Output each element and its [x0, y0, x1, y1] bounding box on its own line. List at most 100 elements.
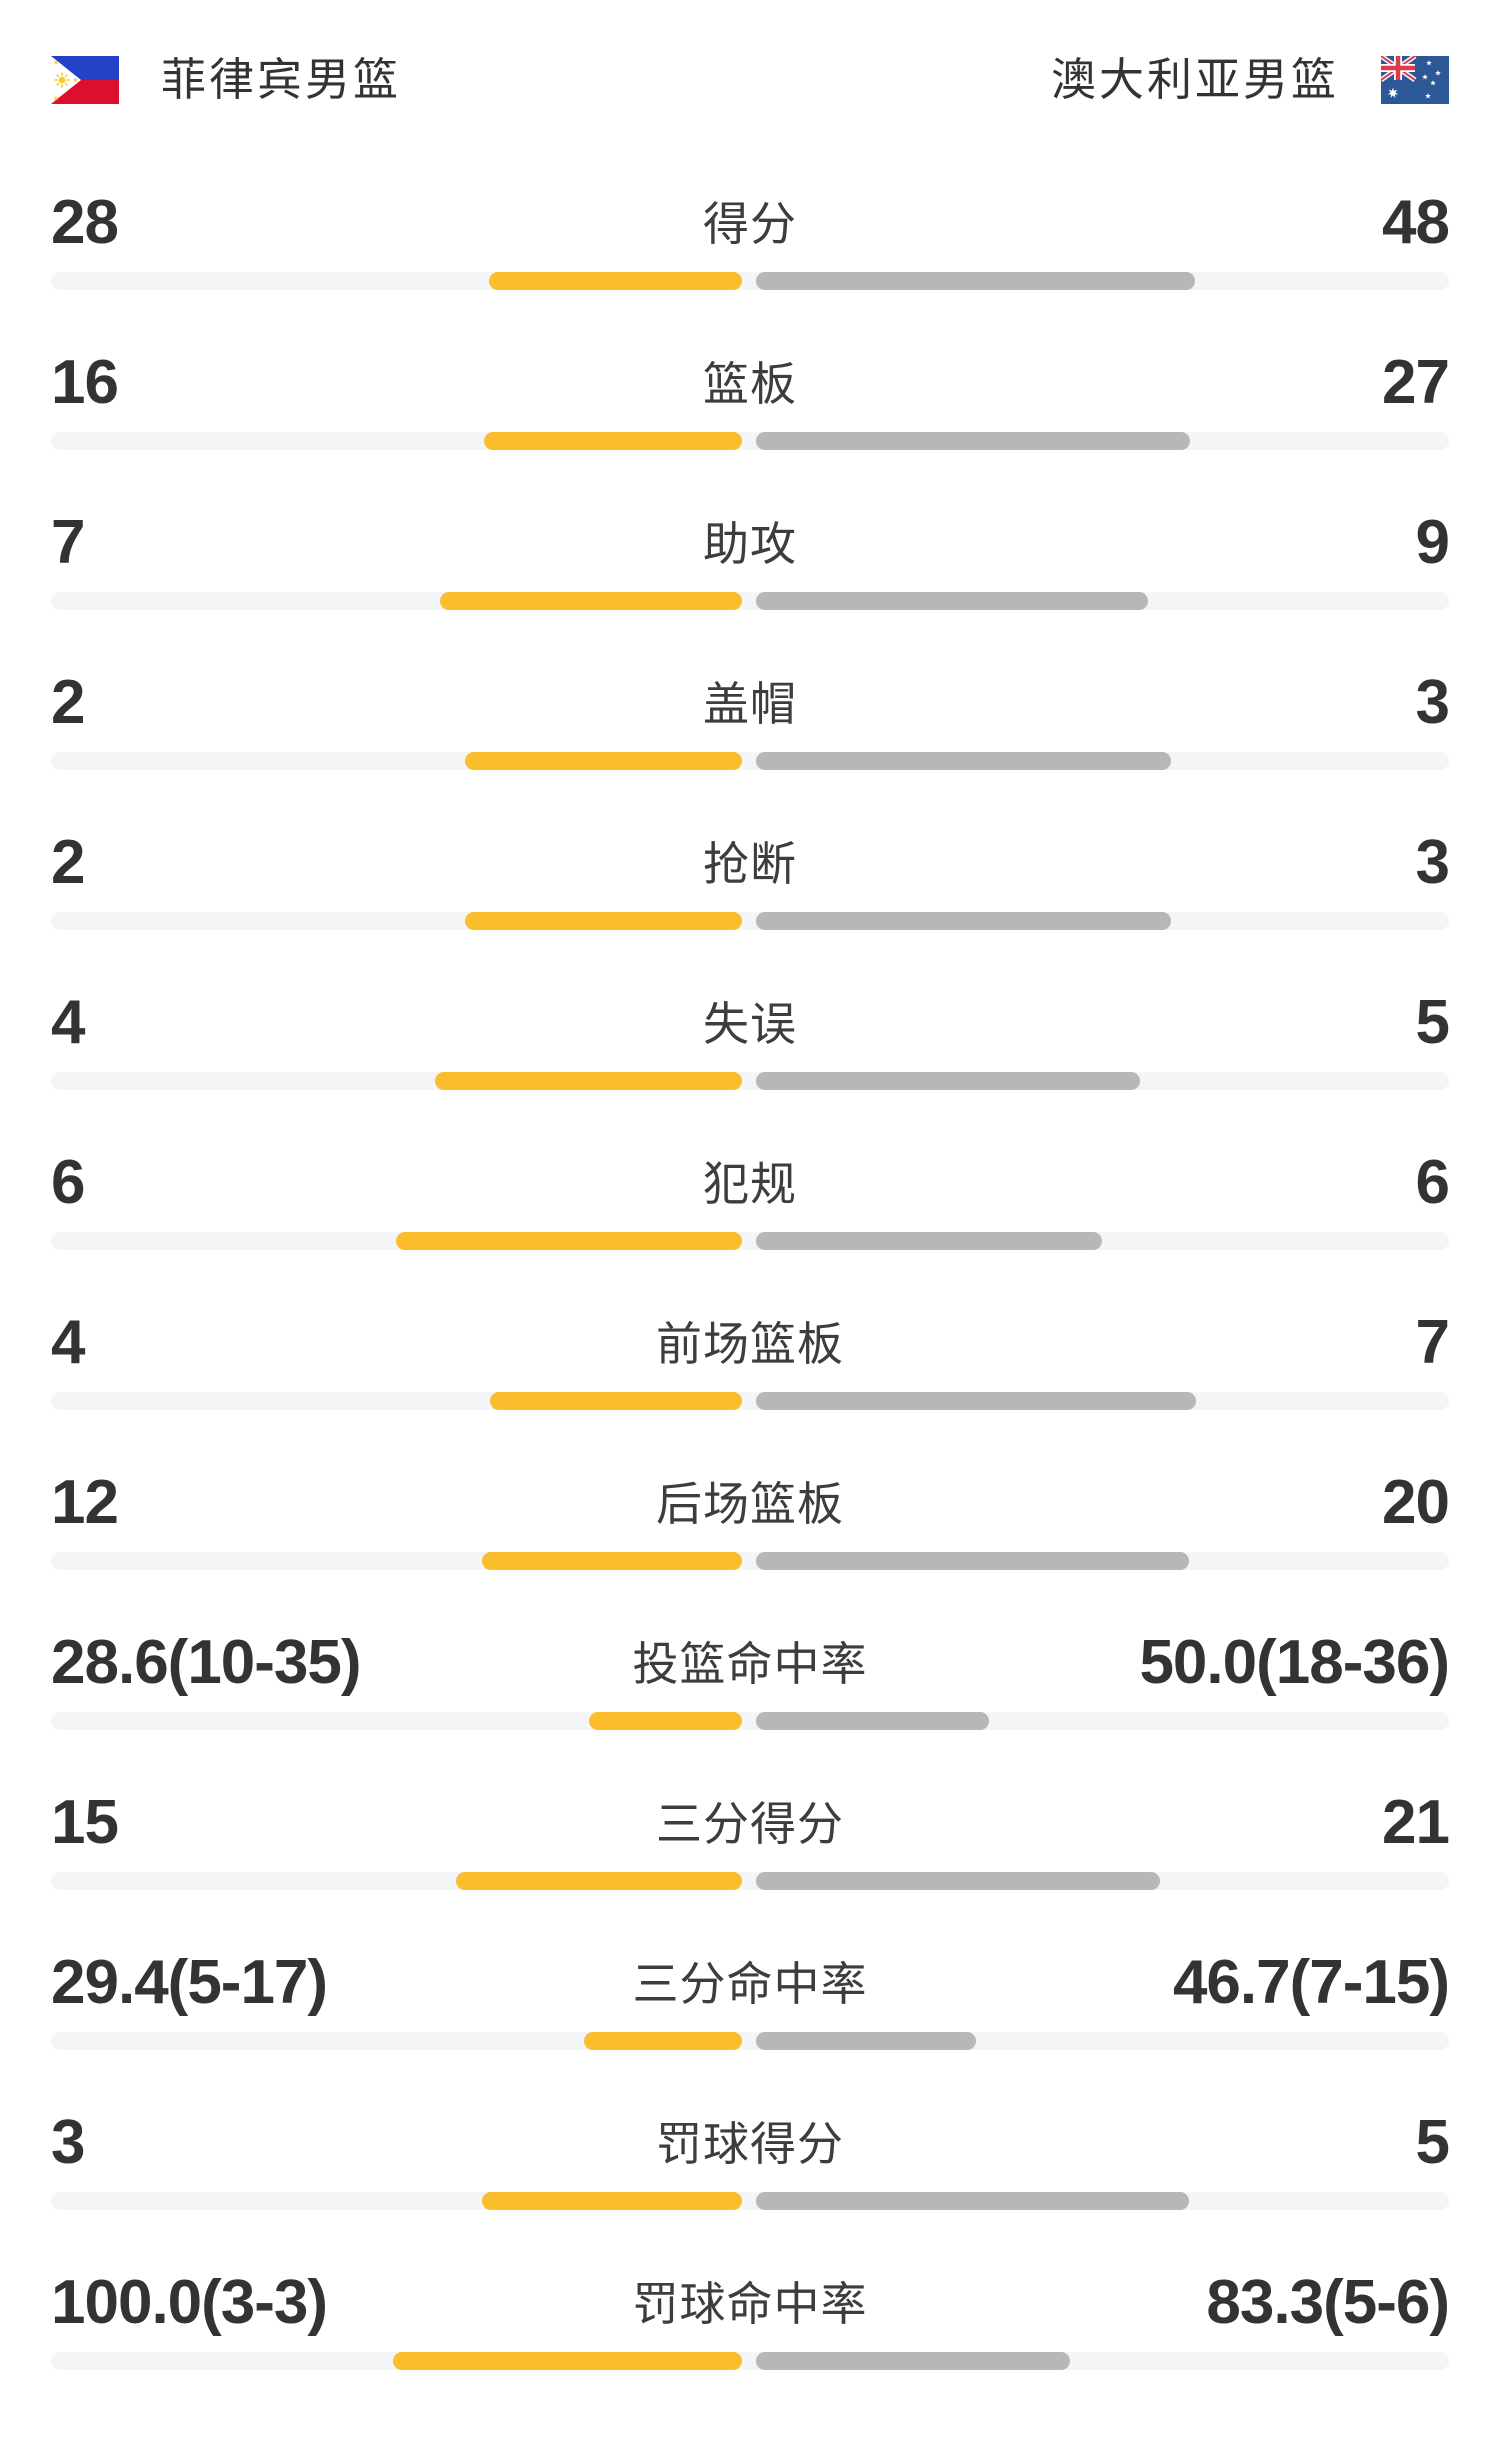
away-value: 3 — [1415, 828, 1450, 897]
home-bar — [465, 912, 742, 930]
away-bar — [756, 1872, 1160, 1890]
philippines-flag-icon — [51, 56, 119, 104]
home-bar — [440, 592, 742, 610]
stat-bar-track — [51, 592, 1449, 610]
stat-bar-track — [51, 912, 1449, 930]
stat-row: 2 盖帽 3 — [51, 668, 1450, 830]
home-value: 4 — [51, 988, 85, 1057]
home-value: 15 — [51, 1788, 119, 1857]
away-bar — [756, 1072, 1140, 1090]
away-value: 7 — [1415, 1308, 1450, 1377]
stat-bar-track — [51, 1552, 1449, 1570]
stat-label: 三分得分 — [656, 1798, 844, 1850]
home-value: 7 — [51, 508, 85, 577]
stat-label: 助攻 — [703, 518, 797, 570]
stat-label: 罚球得分 — [656, 2118, 844, 2170]
stat-bar-track — [51, 2192, 1449, 2210]
home-bar — [482, 1552, 742, 1570]
away-value: 50.0(18-36) — [1139, 1628, 1450, 1697]
home-bar — [465, 752, 742, 770]
stat-row: 4 前场篮板 7 — [51, 1308, 1450, 1470]
stat-row: 6 犯规 6 — [51, 1148, 1450, 1310]
away-value: 3 — [1415, 668, 1450, 737]
home-value: 3 — [51, 2108, 85, 2177]
away-value: 20 — [1382, 1468, 1450, 1537]
away-bar — [756, 592, 1148, 610]
stat-bar-track — [51, 2032, 1449, 2050]
away-value: 27 — [1382, 348, 1450, 417]
team-right-name: 澳大利亚男篮 — [1050, 54, 1339, 105]
stat-label: 三分命中率 — [632, 1958, 868, 2010]
stat-label: 投篮命中率 — [632, 1638, 868, 1690]
stat-label: 盖帽 — [703, 678, 797, 730]
team-right: 澳大利亚男篮 — [1051, 55, 1449, 105]
away-bar — [756, 912, 1171, 930]
home-bar — [489, 272, 742, 290]
away-bar — [756, 1552, 1189, 1570]
away-bar — [756, 272, 1195, 290]
home-value: 28 — [51, 188, 119, 257]
stat-label: 罚球命中率 — [632, 2278, 868, 2330]
stat-bar-track — [51, 1392, 1449, 1410]
stat-row: 4 失误 5 — [51, 988, 1450, 1150]
stat-row: 7 助攻 9 — [51, 508, 1450, 670]
stat-label: 后场篮板 — [656, 1478, 844, 1530]
away-value: 48 — [1382, 188, 1450, 257]
home-bar — [456, 1872, 742, 1890]
away-bar — [756, 1712, 989, 1730]
away-bar — [756, 2192, 1189, 2210]
away-bar — [756, 1392, 1196, 1410]
match-stats-panel: 菲律宾男篮 澳大利亚男篮 — [0, 55, 1500, 2430]
away-value: 21 — [1382, 1788, 1450, 1857]
stat-bar-track — [51, 1232, 1449, 1250]
home-value: 16 — [51, 348, 119, 417]
home-bar — [396, 1232, 742, 1250]
stat-row: 16 篮板 27 — [51, 348, 1450, 510]
home-bar — [484, 432, 742, 450]
header: 菲律宾男篮 澳大利亚男篮 — [51, 55, 1449, 105]
stat-label: 抢断 — [703, 838, 797, 890]
home-value: 100.0(3-3) — [51, 2268, 328, 2337]
stat-row: 15 三分得分 21 — [51, 1788, 1450, 1950]
away-value: 9 — [1415, 508, 1450, 577]
home-value: 29.4(5-17) — [51, 1948, 328, 2017]
stat-bar-track — [51, 752, 1449, 770]
home-value: 4 — [51, 1308, 85, 1377]
home-bar — [482, 2192, 742, 2210]
away-value: 46.7(7-15) — [1172, 1948, 1450, 2017]
stat-row: 2 抢断 3 — [51, 828, 1450, 990]
australia-flag-icon — [1381, 56, 1449, 104]
away-value: 5 — [1415, 988, 1450, 1057]
stat-label: 篮板 — [703, 358, 797, 410]
home-bar — [435, 1072, 742, 1090]
away-bar — [756, 432, 1190, 450]
stat-row: 29.4(5-17) 三分命中率 46.7(7-15) — [51, 1948, 1450, 2110]
stat-bar-track — [51, 2352, 1449, 2370]
away-bar — [756, 1232, 1102, 1250]
away-value: 83.3(5-6) — [1206, 2268, 1450, 2337]
stat-row: 12 后场篮板 20 — [51, 1468, 1450, 1630]
away-bar — [756, 2352, 1070, 2370]
stat-label: 得分 — [703, 198, 797, 250]
away-value: 6 — [1415, 1148, 1450, 1217]
stat-label: 前场篮板 — [656, 1318, 844, 1370]
stat-row: 100.0(3-3) 罚球命中率 83.3(5-6) — [51, 2268, 1450, 2430]
home-value: 28.6(10-35) — [51, 1628, 362, 1697]
home-value: 2 — [51, 668, 85, 737]
away-value: 5 — [1415, 2108, 1450, 2177]
stat-row: 28 得分 48 — [51, 188, 1450, 350]
home-value: 12 — [51, 1468, 119, 1537]
away-bar — [756, 752, 1171, 770]
home-value: 6 — [51, 1148, 85, 1217]
stat-bar-track — [51, 272, 1449, 290]
home-bar — [490, 1392, 742, 1410]
stat-bar-track — [51, 1072, 1449, 1090]
away-bar — [756, 2032, 976, 2050]
team-left-name: 菲律宾男篮 — [161, 54, 402, 105]
stat-label: 失误 — [703, 998, 797, 1050]
home-bar — [589, 1712, 742, 1730]
stat-bar-track — [51, 432, 1449, 450]
stat-row: 3 罚球得分 5 — [51, 2108, 1450, 2270]
stat-bar-track — [51, 1712, 1449, 1730]
stat-row: 28.6(10-35) 投篮命中率 50.0(18-36) — [51, 1628, 1450, 1790]
